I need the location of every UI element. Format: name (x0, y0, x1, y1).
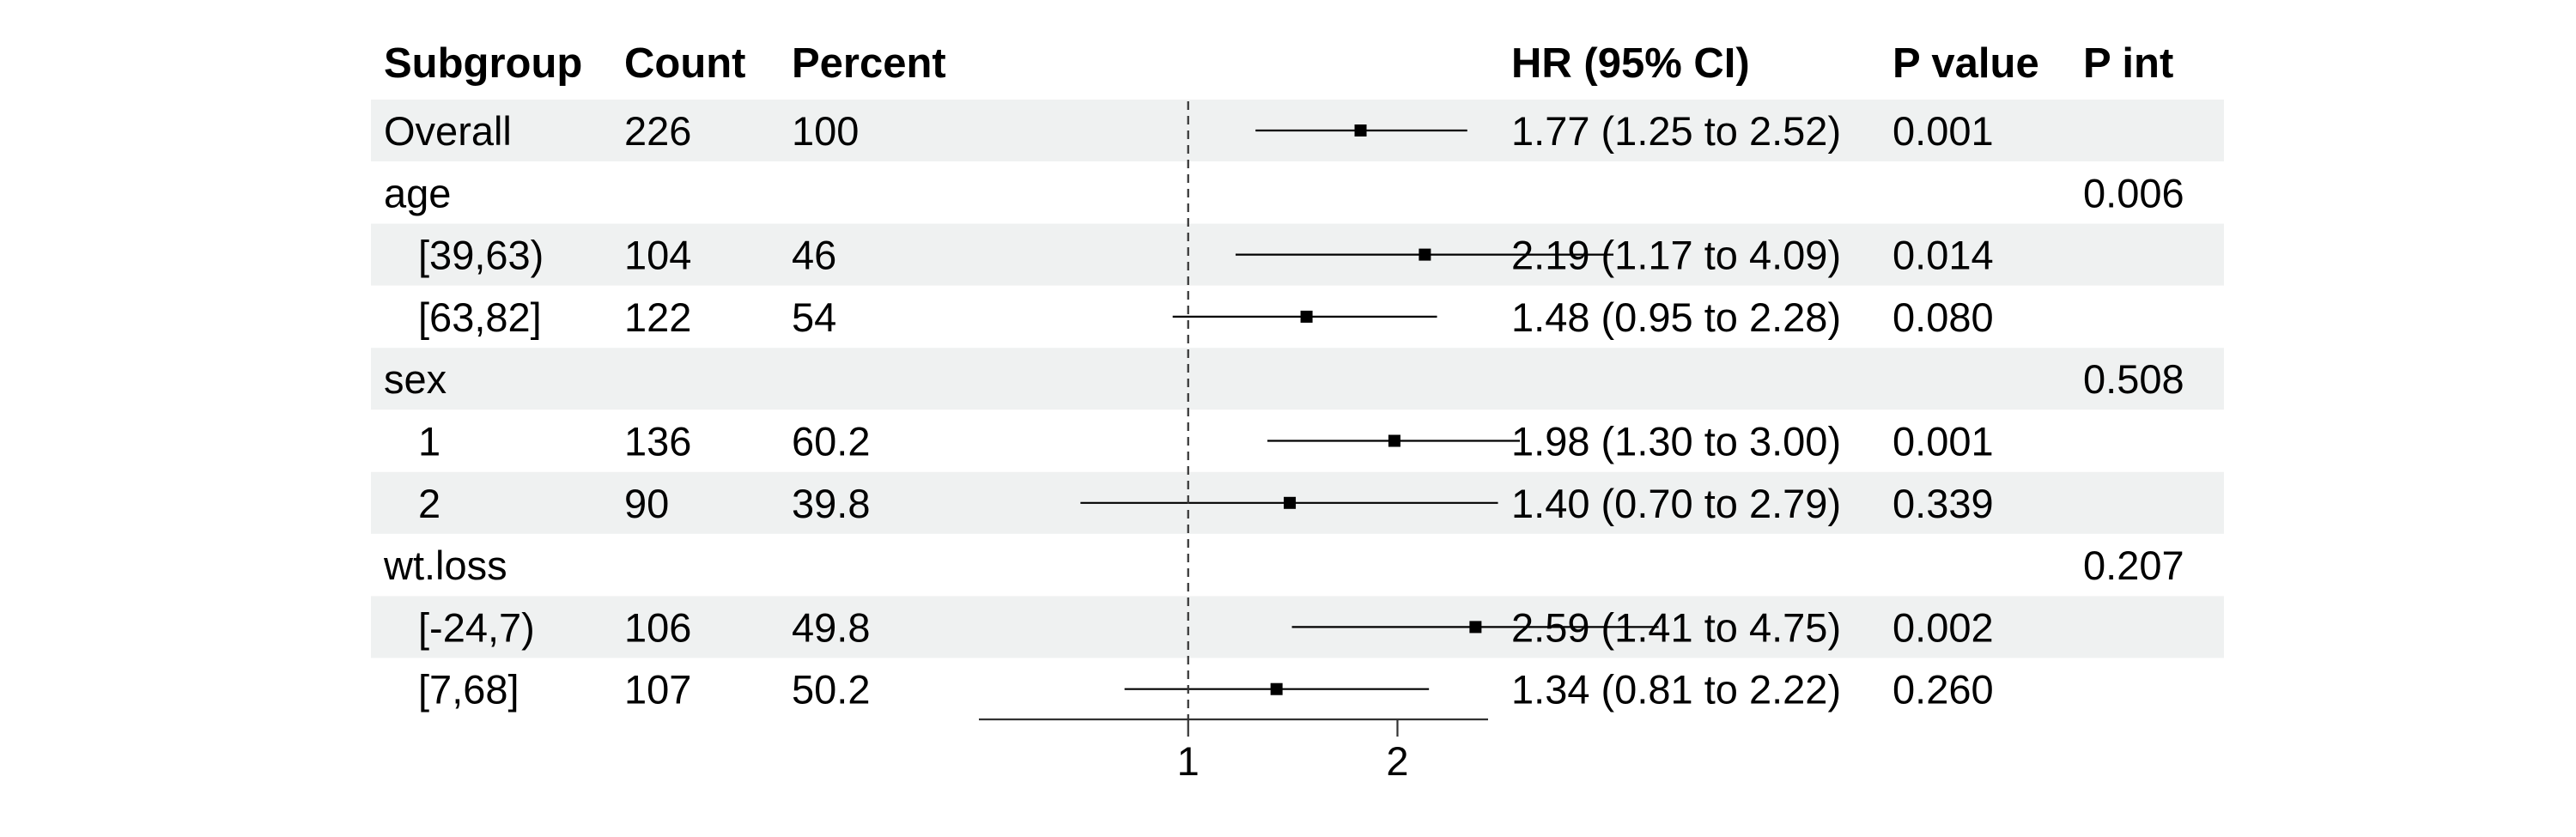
row-pvalue: 0.001 (1893, 108, 1994, 154)
column-headers: Subgroup Count Percent HR (95% CI) P val… (384, 40, 2173, 87)
header-hr: HR (95% CI) (1511, 40, 1750, 87)
row-pvalue: 0.014 (1893, 233, 1994, 278)
row-pvalue: 0.080 (1893, 294, 1994, 340)
row-hr-text: 1.40 (0.70 to 2.79) (1511, 481, 1841, 526)
row-pvalue: 0.002 (1893, 604, 1994, 650)
row-pint: 0.006 (2083, 170, 2184, 215)
row-label: [39,63) (418, 233, 544, 278)
hr-point (1354, 124, 1367, 136)
header-pvalue: P value (1893, 40, 2039, 87)
row-band (371, 348, 2224, 410)
row-count: 136 (624, 419, 691, 464)
row-count: 90 (624, 481, 669, 526)
row-pvalue: 0.260 (1893, 667, 1994, 713)
row-percent: 60.2 (792, 419, 870, 464)
row-pint: 0.207 (2083, 543, 2184, 588)
row-count: 122 (624, 294, 691, 340)
row-label: sex (384, 356, 447, 402)
row-pvalue: 0.339 (1893, 481, 1994, 526)
row-label: 1 (418, 419, 440, 464)
table-cells: Overall 226 100 1.77 (1.25 to 2.52) 0.001 age… (383, 108, 2184, 713)
hr-point (1419, 248, 1431, 261)
row-percent: 46 (792, 233, 836, 278)
row-label: wt.loss (383, 543, 507, 588)
header-subgroup: Subgroup (384, 40, 582, 87)
row-label: age (384, 170, 451, 215)
row-count: 104 (624, 233, 691, 278)
row-label: [7,68] (418, 667, 519, 713)
row-pint: 0.508 (2083, 356, 2184, 402)
row-hr-text: 1.98 (1.30 to 3.00) (1511, 419, 1841, 464)
hr-point (1284, 496, 1297, 509)
hr-point (1388, 434, 1400, 447)
header-count: Count (624, 40, 746, 87)
forest-marks (1080, 101, 1659, 720)
row-count: 107 (624, 667, 691, 713)
header-pint: P int (2083, 40, 2173, 87)
hr-point (1300, 310, 1313, 323)
row-hr-text: 1.48 (0.95 to 2.28) (1511, 294, 1841, 340)
row-hr-text: 1.77 (1.25 to 2.52) (1511, 108, 1841, 154)
hr-point (1270, 682, 1283, 695)
row-percent: 50.2 (792, 667, 870, 713)
x-tick-label: 2 (1386, 738, 1408, 784)
header-percent: Percent (792, 40, 946, 87)
row-count: 226 (624, 108, 691, 154)
row-label: Overall (384, 108, 512, 154)
row-count: 106 (624, 604, 691, 650)
row-pvalue: 0.001 (1893, 419, 1994, 464)
x-tick-label: 1 (1177, 738, 1200, 784)
row-percent: 100 (792, 108, 859, 154)
row-percent: 54 (792, 294, 836, 340)
row-hr-text: 1.34 (0.81 to 2.22) (1511, 667, 1841, 713)
hr-point (1469, 621, 1482, 634)
row-label: 2 (418, 481, 440, 526)
row-percent: 49.8 (792, 604, 870, 650)
row-label: [63,82] (418, 294, 542, 340)
row-bands (371, 100, 2224, 658)
row-label: [-24,7) (418, 604, 535, 650)
row-percent: 39.8 (792, 481, 870, 526)
